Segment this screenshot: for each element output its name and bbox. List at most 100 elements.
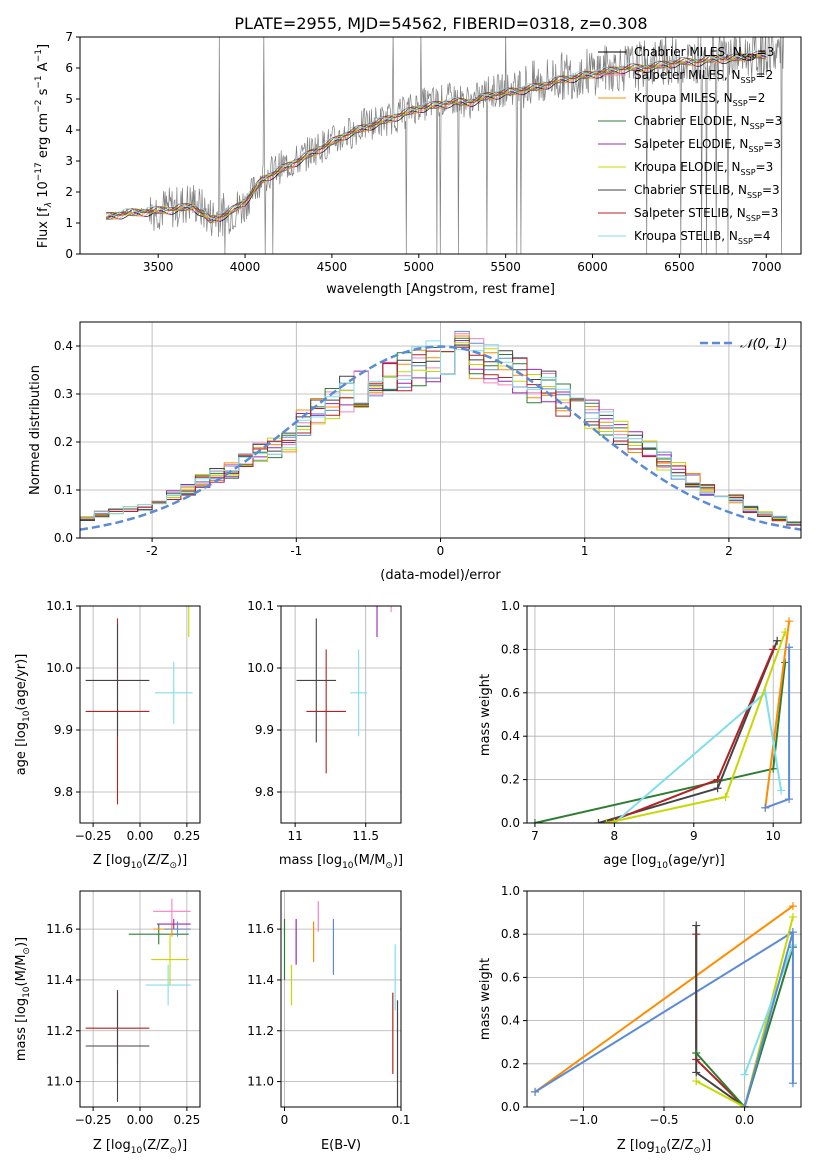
label-part: Salpeter ELODIE, N xyxy=(634,137,748,151)
weight-marker xyxy=(761,803,770,812)
label-part: 10 xyxy=(131,861,143,871)
plot-area xyxy=(296,606,392,774)
label-part: −17 xyxy=(34,162,44,181)
x-tick-label: 0.00 xyxy=(127,1113,154,1127)
y-tick-label: 10.0 xyxy=(247,661,274,675)
y-tick-label: 1.0 xyxy=(501,884,520,898)
y-tick-label: 1 xyxy=(65,216,73,230)
plot-area xyxy=(531,902,797,1107)
label-part: ⊙ xyxy=(169,1146,177,1156)
label-part: SSP xyxy=(747,191,762,200)
y-tick-label: 0.4 xyxy=(501,1014,520,1028)
x-tick-label: 6500 xyxy=(664,260,695,274)
label-part: mass [log xyxy=(14,998,29,1061)
y-tick-label: 9.9 xyxy=(54,723,73,737)
y-tick-label: 0.2 xyxy=(501,1057,520,1071)
y-tick-label: 7 xyxy=(65,30,73,44)
y-tick-label: 0.0 xyxy=(501,816,520,830)
label-part: Kroupa ELODIE, N xyxy=(634,160,741,174)
axes-frame xyxy=(79,890,201,1108)
label-part: Chabrier MILES, N xyxy=(634,45,742,59)
weight-line-gauss xyxy=(534,931,794,1093)
label-part: =3 xyxy=(762,183,780,197)
x-tick-label: 5500 xyxy=(490,260,521,274)
label-part: 10 xyxy=(342,861,354,871)
label-part: −1 xyxy=(34,75,44,88)
y-tick-label: 10.1 xyxy=(46,599,73,613)
label-part: A xyxy=(36,62,51,75)
label-part: )] xyxy=(177,853,187,868)
label-part: erg cm xyxy=(36,113,51,162)
legend-label: Salpeter MILES, NSSP=2 xyxy=(634,68,773,85)
x-axis-label: mass [log10(M/M⊙)] xyxy=(279,853,403,871)
legend-label: Kroupa ELODIE, NSSP=3 xyxy=(634,160,773,177)
y-tick-label: 0.2 xyxy=(54,435,73,449)
weight-marker xyxy=(692,1068,701,1077)
y-tick-label: 0.6 xyxy=(501,686,520,700)
x-tick-label: 0 xyxy=(437,544,445,558)
y-tick-label: 6 xyxy=(65,61,73,75)
plot-area xyxy=(85,606,193,805)
label-part: ] xyxy=(36,44,51,49)
y-tick-label: 9.8 xyxy=(255,785,274,799)
y-tick-label: 0.4 xyxy=(54,339,73,353)
label-part: =2 xyxy=(756,68,774,82)
label-part: 10 xyxy=(22,986,32,998)
x-tick-label: -1 xyxy=(290,544,302,558)
axes-frame xyxy=(280,605,402,824)
x-tick-label: 0.0 xyxy=(735,1113,754,1127)
y-tick-label: 5 xyxy=(65,92,73,106)
label-part: )] xyxy=(393,853,403,868)
x-tick-label: 3500 xyxy=(143,260,174,274)
legend-label: Chabrier MILES, NSSP=3 xyxy=(634,45,774,62)
y-tick-label: 3 xyxy=(65,154,73,168)
weight-line-s2 xyxy=(764,621,791,808)
label-part: =3 xyxy=(757,45,775,59)
y-tick-label: 11.4 xyxy=(247,973,274,987)
y-tick-label: 0.1 xyxy=(54,483,73,497)
weight-marker xyxy=(785,643,794,652)
axes-frame xyxy=(526,890,802,1108)
weight-marker xyxy=(721,792,730,801)
legend-label: Salpeter STELIB, NSSP=3 xyxy=(634,206,778,223)
y-tick-label: 11.2 xyxy=(247,1024,274,1038)
weight-line-s5 xyxy=(695,916,794,1107)
weight-marker xyxy=(788,902,797,911)
label-part: =4 xyxy=(753,229,771,243)
x-tick-label: 6000 xyxy=(577,260,608,274)
label-part: Z [log xyxy=(93,1138,131,1153)
label-part: age [log xyxy=(14,722,29,775)
label-part: (M/M xyxy=(14,955,29,987)
panel-age_vs_Z: −0.25 0.00 0.259.89.910.010.1Z [log10(Z/Z⊙… xyxy=(14,599,201,871)
label-part: =3 xyxy=(756,160,774,174)
legend-label: Kroupa STELIB, NSSP=4 xyxy=(634,229,771,246)
label-part: s xyxy=(36,88,51,99)
label-part: (Z/Z xyxy=(666,1138,693,1153)
label-part: ⊙ xyxy=(693,1146,701,1156)
y-axis-label: Normed distribution xyxy=(28,365,43,495)
x-tick-label: 4000 xyxy=(230,260,261,274)
label-part: SSP xyxy=(746,214,761,223)
axes-frame xyxy=(280,890,402,1108)
y-tick-label: 1.0 xyxy=(501,599,520,613)
x-tick-label: 0.25 xyxy=(174,1113,201,1127)
axes-frame xyxy=(79,321,802,539)
y-tick-label: 4 xyxy=(65,123,73,137)
legend-label: 𝒩(0, 1) xyxy=(740,337,787,352)
weight-line-s6 xyxy=(598,640,779,823)
label-part: SSP xyxy=(733,99,748,108)
label-part: ⊙ xyxy=(169,861,177,871)
y-tick-label: 9.8 xyxy=(54,785,73,799)
y-axis-label: Flux [fλ 10−17 erg cm−2 s−1 A−1] xyxy=(34,44,54,248)
label-part: −2 xyxy=(34,100,44,113)
x-tick-label: −0.25 xyxy=(75,829,112,843)
y-tick-label: 0.3 xyxy=(54,387,73,401)
label-part: =2 xyxy=(748,91,766,105)
chart-panels: 3500 4000 4500 5000 5500 6000 6500 7000 0 1 2 3 4 5 6 7… xyxy=(14,30,802,1156)
x-tick-label: 0 xyxy=(281,1113,289,1127)
y-tick-label: 0.2 xyxy=(501,773,520,787)
label-part: −1 xyxy=(34,49,44,62)
panel-weight_vs_Z: −1.0 −0.5 0.0 0.0 0.2 0.4 0.6 0.8 1.0 Z [log10(Z/… xyxy=(478,884,802,1156)
plot-area xyxy=(80,330,801,531)
